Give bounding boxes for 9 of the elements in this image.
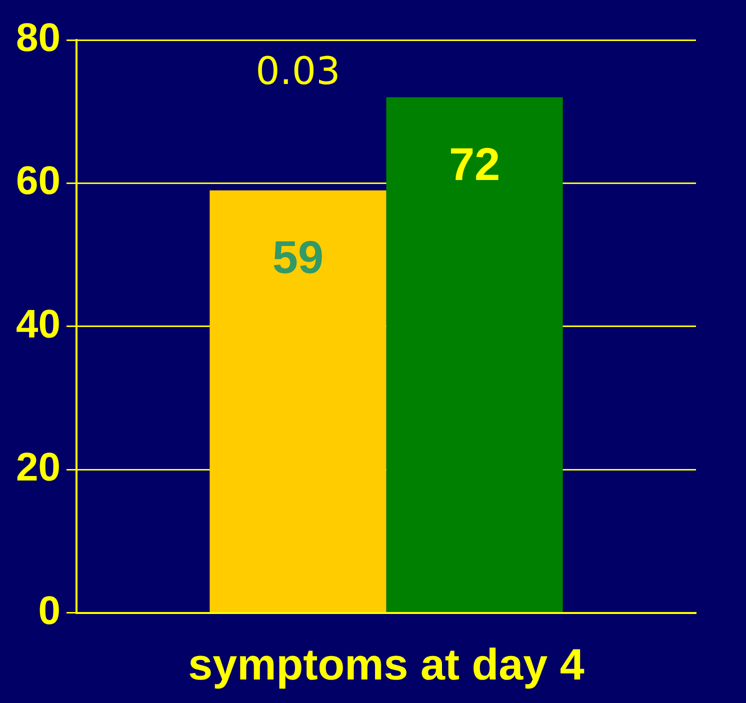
y-tick-label: 80: [16, 16, 60, 60]
y-tick-label: 20: [16, 446, 60, 490]
x-axis-title: symptoms at day 4: [188, 640, 585, 690]
y-tick-label: 40: [16, 302, 60, 346]
data-label: 59: [272, 231, 324, 284]
data-label: 72: [448, 138, 500, 190]
y-tick-label: 0: [38, 588, 60, 633]
annotation: 0.03: [256, 48, 340, 93]
y-tick-label: 60: [16, 159, 60, 204]
